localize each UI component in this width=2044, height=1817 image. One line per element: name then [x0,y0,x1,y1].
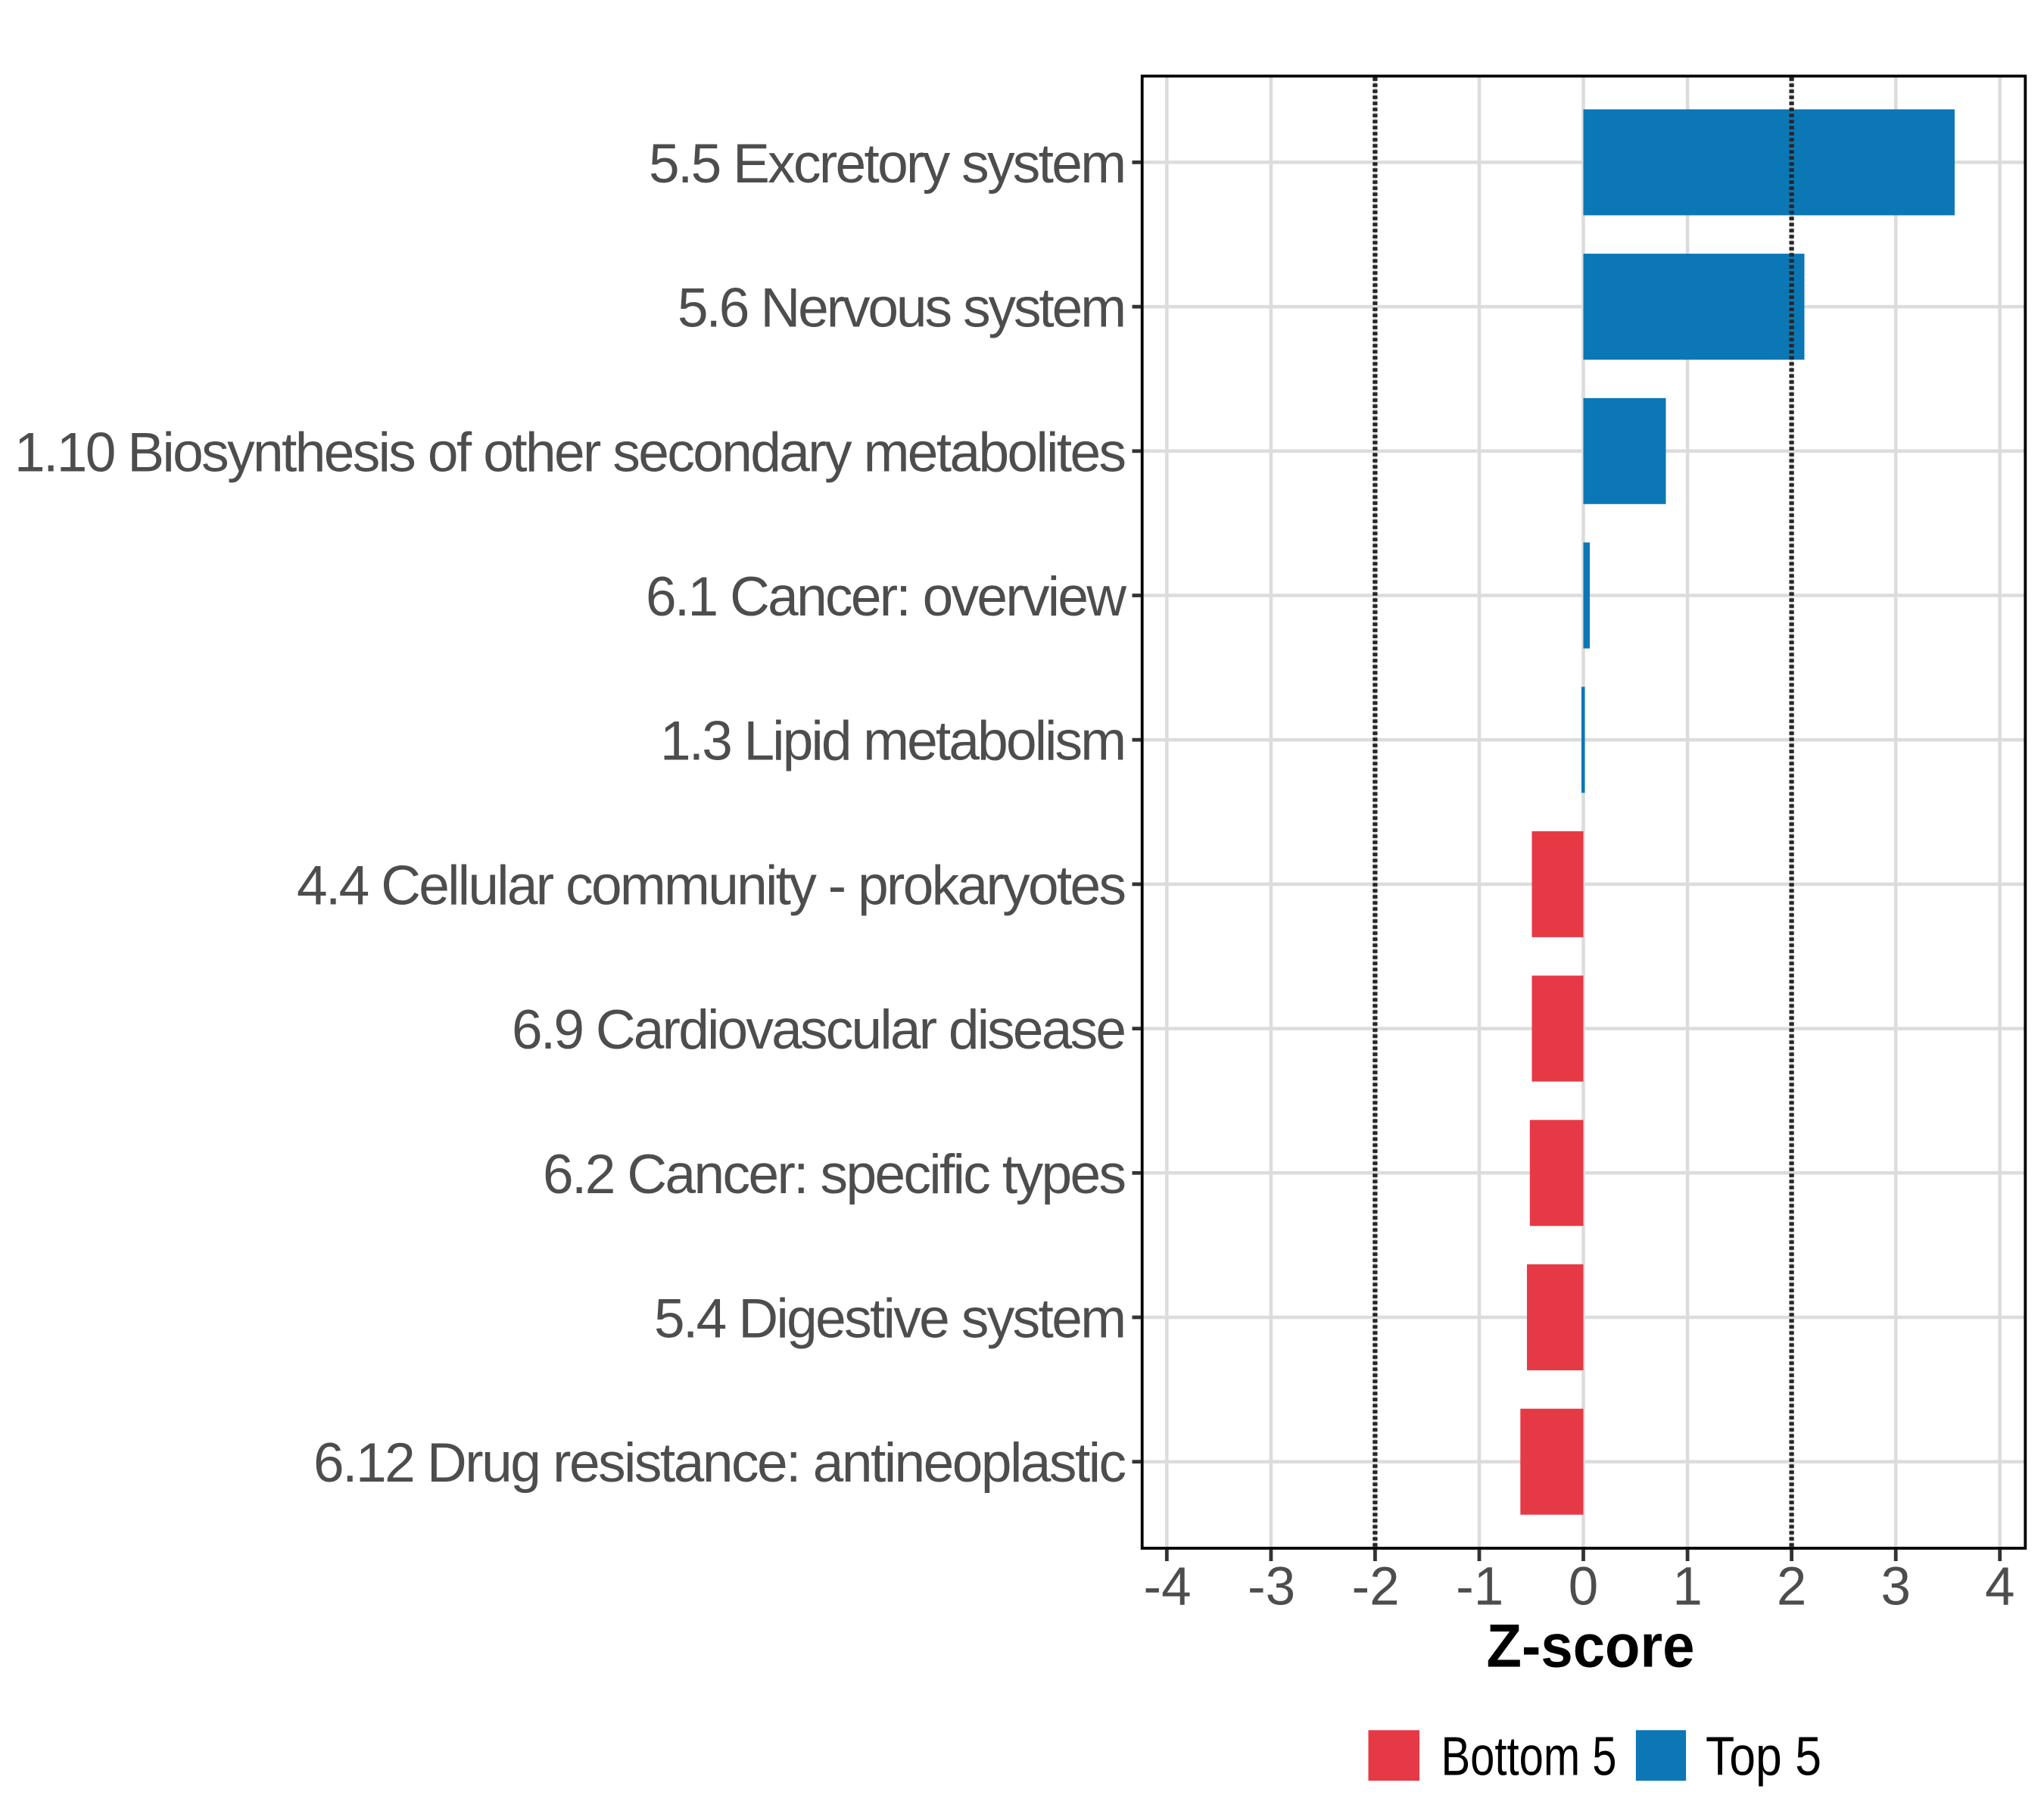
svg-text:6.12 Drug resistance: antineop: 6.12 Drug resistance: antineoplastic [313,1432,1126,1494]
svg-text:1.10 Biosynthesis of other sec: 1.10 Biosynthesis of other secondary met… [14,422,1126,483]
svg-text:Z-score: Z-score [1487,1612,1695,1680]
svg-text:6.9 Cardiovascular disease: 6.9 Cardiovascular disease [512,999,1126,1061]
svg-text:5.6 Nervous system: 5.6 Nervous system [678,278,1126,339]
svg-text:1: 1 [1672,1557,1703,1617]
svg-text:5.4 Digestive system: 5.4 Digestive system [654,1289,1126,1350]
svg-text:2: 2 [1777,1557,1807,1617]
svg-text:-4: -4 [1143,1557,1191,1617]
svg-text:1.3 Lipid metabolism: 1.3 Lipid metabolism [660,711,1126,772]
svg-text:3: 3 [1880,1557,1911,1617]
svg-text:Top 5: Top 5 [1706,1727,1821,1787]
svg-text:Bottom 5: Bottom 5 [1441,1727,1617,1787]
svg-text:6.2 Cancer: specific types: 6.2 Cancer: specific types [543,1144,1126,1205]
svg-text:4.4 Cellular community - proka: 4.4 Cellular community - prokaryotes [297,855,1126,916]
svg-text:-2: -2 [1352,1557,1400,1617]
svg-text:5.5 Excretory system: 5.5 Excretory system [649,133,1126,195]
svg-text:-1: -1 [1456,1557,1503,1617]
svg-text:4: 4 [1985,1557,2015,1617]
svg-text:6.1 Cancer: overview: 6.1 Cancer: overview [646,566,1126,628]
svg-text:0: 0 [1569,1557,1599,1617]
svg-text:-3: -3 [1248,1557,1295,1617]
